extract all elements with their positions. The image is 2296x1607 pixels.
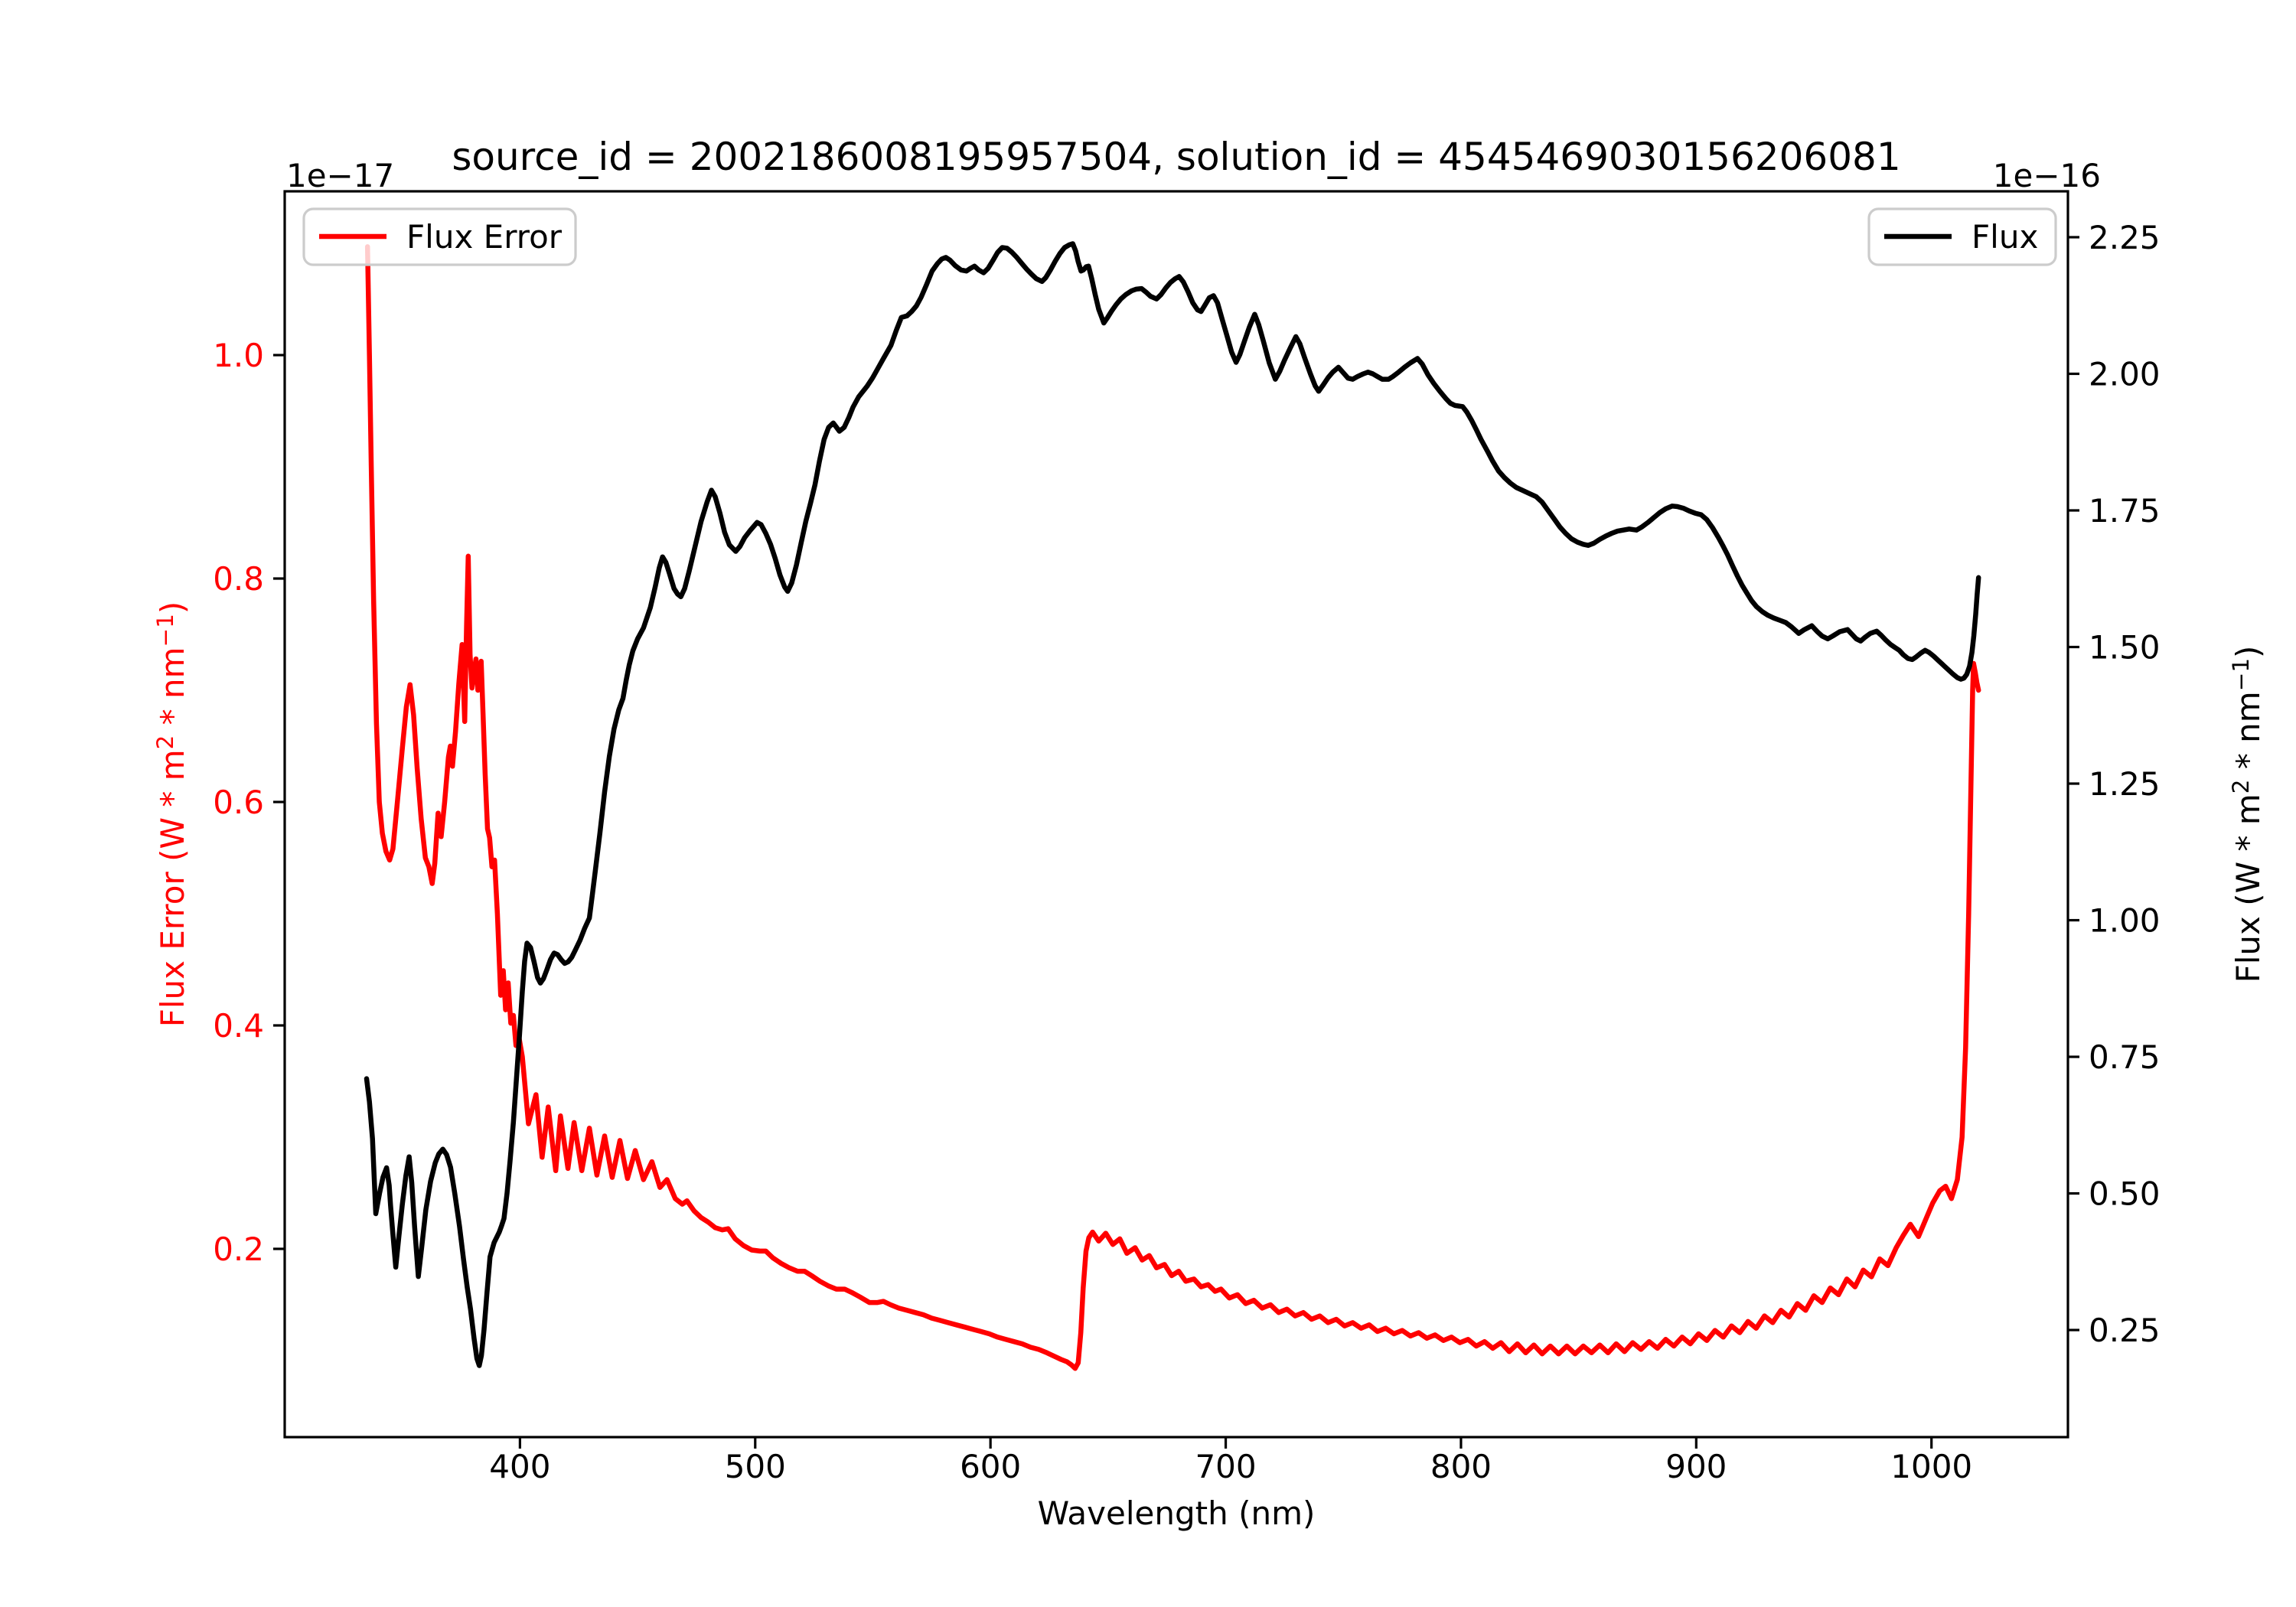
svg-text:2.25: 2.25 bbox=[2089, 219, 2161, 256]
svg-text:0.75: 0.75 bbox=[2089, 1038, 2161, 1076]
svg-text:400: 400 bbox=[489, 1448, 550, 1485]
y-axis-left-label: Flux Error (W * m2 * nm−1) bbox=[152, 601, 191, 1028]
legend-label-flux: Flux bbox=[1971, 218, 2038, 256]
y-left-offset-text: 1e−17 bbox=[286, 157, 394, 194]
svg-text:Flux Error (W * m2 * nm−1): Flux Error (W * m2 * nm−1) bbox=[152, 601, 191, 1028]
svg-text:1000: 1000 bbox=[1890, 1448, 1972, 1485]
svg-text:0.50: 0.50 bbox=[2089, 1175, 2161, 1213]
flux-error-curve bbox=[364, 244, 1981, 1371]
y-axis-right-label: Flux (W * m2 * nm−1) bbox=[2228, 646, 2267, 983]
x-axis-label: Wavelength (nm) bbox=[1038, 1495, 1316, 1532]
plot-border bbox=[283, 190, 2069, 1439]
svg-text:0.8: 0.8 bbox=[213, 560, 264, 598]
legend-box bbox=[302, 207, 577, 266]
svg-text:1.50: 1.50 bbox=[2089, 629, 2161, 667]
svg-text:800: 800 bbox=[1430, 1448, 1492, 1485]
chart-title: source_id = 2002186008195957504, solutio… bbox=[452, 135, 1900, 179]
svg-text:500: 500 bbox=[725, 1448, 786, 1485]
x-axis-ticks: 400 500 600 700 800 900 1000 bbox=[489, 1437, 1972, 1485]
svg-text:900: 900 bbox=[1665, 1448, 1727, 1485]
svg-text:0.2: 0.2 bbox=[213, 1231, 264, 1268]
svg-text:0.25: 0.25 bbox=[2089, 1312, 2161, 1349]
svg-text:0.6: 0.6 bbox=[213, 784, 264, 821]
y-right-offset-text: 1e−16 bbox=[1993, 157, 2101, 194]
y-axis-right-ticks: 0.25 0.50 0.75 1.00 1.25 1.50 1.75 2.00 2.25 bbox=[2068, 219, 2161, 1349]
legend-label-flux-error: Flux Error bbox=[406, 218, 563, 256]
svg-text:1.00: 1.00 bbox=[2089, 902, 2161, 940]
svg-text:1.25: 1.25 bbox=[2089, 765, 2161, 803]
y-axis-left-ticks: 0.2 0.4 0.6 0.8 1.0 bbox=[213, 337, 285, 1268]
svg-text:Flux (W * m2 * nm−1): Flux (W * m2 * nm−1) bbox=[2228, 646, 2267, 983]
legend-flux-error: Flux Error bbox=[302, 207, 577, 266]
svg-text:600: 600 bbox=[960, 1448, 1021, 1485]
legend-flux: Flux bbox=[1867, 207, 2057, 266]
svg-text:2.00: 2.00 bbox=[2089, 355, 2161, 393]
legend-box bbox=[1867, 207, 2057, 266]
svg-text:700: 700 bbox=[1195, 1448, 1256, 1485]
svg-text:0.4: 0.4 bbox=[213, 1007, 264, 1045]
svg-text:1.75: 1.75 bbox=[2089, 492, 2161, 530]
flux-curve bbox=[364, 241, 1981, 1368]
svg-text:1.0: 1.0 bbox=[213, 337, 264, 374]
